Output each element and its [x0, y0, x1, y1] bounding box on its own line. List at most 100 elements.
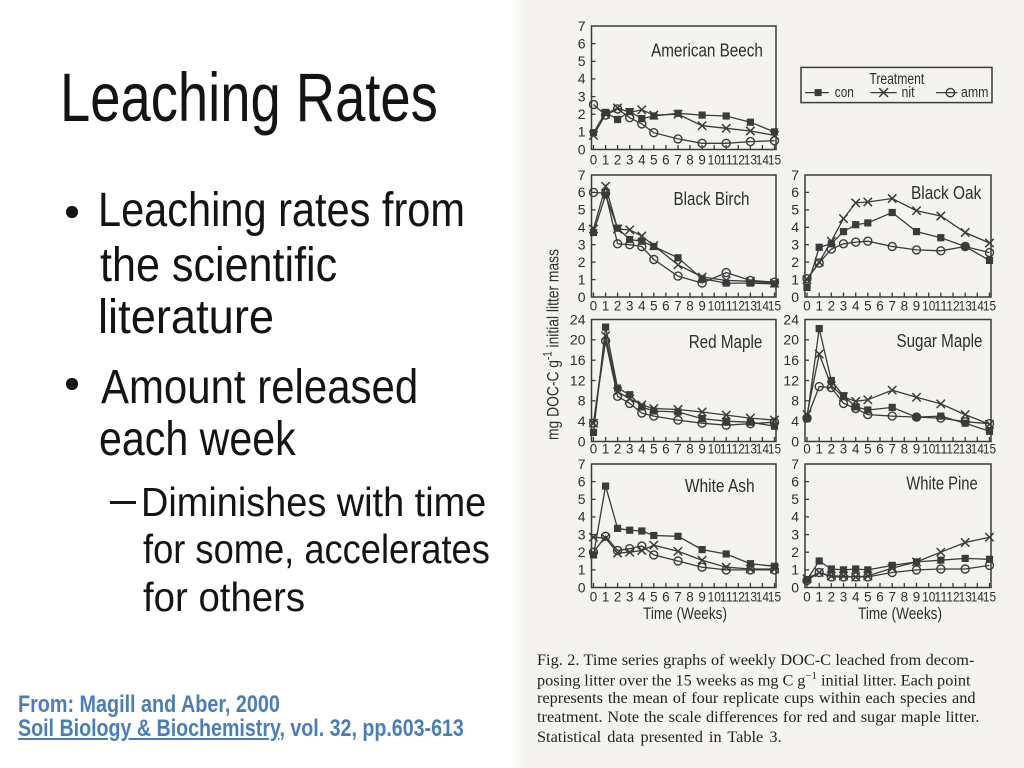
svg-text:11: 11: [720, 590, 733, 605]
svg-text:3: 3: [626, 299, 633, 314]
svg-text:10: 10: [922, 299, 935, 314]
svg-text:0: 0: [791, 289, 799, 305]
svg-text:4: 4: [638, 153, 646, 168]
svg-text:White Pine: White Pine: [906, 473, 977, 494]
svg-text:11: 11: [720, 299, 733, 314]
svg-text:7: 7: [674, 442, 681, 457]
svg-text:3: 3: [578, 88, 586, 104]
svg-text:0: 0: [590, 590, 597, 605]
svg-text:7: 7: [888, 442, 895, 457]
svg-text:7: 7: [578, 456, 586, 472]
svg-text:4: 4: [578, 413, 586, 429]
svg-text:9: 9: [698, 299, 705, 314]
svg-text:4: 4: [578, 219, 586, 235]
svg-text:amm: amm: [961, 84, 989, 101]
svg-text:12: 12: [946, 590, 959, 605]
svg-text:11: 11: [720, 442, 733, 457]
svg-text:3: 3: [840, 299, 847, 314]
svg-text:12: 12: [732, 299, 745, 314]
svg-text:1: 1: [815, 442, 822, 457]
svg-text:15: 15: [983, 299, 996, 314]
svg-text:15: 15: [983, 442, 996, 457]
svg-text:Time (Weeks): Time (Weeks): [858, 605, 942, 623]
svg-text:4: 4: [578, 71, 586, 87]
svg-text:7: 7: [791, 167, 799, 183]
svg-text:6: 6: [876, 590, 883, 605]
svg-text:7: 7: [674, 590, 681, 605]
svg-text:2: 2: [614, 442, 621, 457]
svg-text:8: 8: [686, 299, 693, 314]
svg-text:10: 10: [708, 442, 721, 457]
svg-text:0: 0: [578, 289, 586, 305]
svg-text:1: 1: [815, 590, 822, 605]
svg-text:1: 1: [602, 442, 609, 457]
svg-text:10: 10: [922, 590, 935, 605]
svg-text:8: 8: [901, 442, 908, 457]
svg-text:Treatment: Treatment: [869, 71, 924, 88]
svg-text:Black Birch: Black Birch: [674, 188, 750, 209]
svg-text:7: 7: [578, 167, 586, 183]
svg-text:1: 1: [602, 153, 609, 168]
svg-text:0: 0: [803, 442, 810, 457]
svg-text:11: 11: [934, 590, 947, 605]
svg-text:13: 13: [959, 590, 972, 605]
svg-text:12: 12: [732, 442, 745, 457]
svg-text:4: 4: [852, 299, 860, 314]
svg-text:12: 12: [946, 299, 959, 314]
svg-text:11: 11: [720, 153, 733, 168]
svg-text:3: 3: [626, 442, 633, 457]
svg-text:2: 2: [828, 299, 835, 314]
svg-text:nit: nit: [902, 84, 916, 101]
svg-text:5: 5: [864, 299, 871, 314]
svg-text:20: 20: [570, 332, 586, 348]
svg-text:Black Oak: Black Oak: [911, 182, 982, 203]
svg-text:2: 2: [578, 106, 586, 122]
svg-text:3: 3: [791, 526, 799, 542]
svg-text:16: 16: [570, 352, 586, 368]
svg-text:mg DOC-C g-1 initial litter ma: mg DOC-C g-1 initial litter mass: [541, 249, 563, 440]
svg-text:5: 5: [578, 491, 586, 507]
svg-text:5: 5: [578, 53, 586, 69]
svg-text:24: 24: [783, 311, 799, 327]
svg-text:9: 9: [698, 590, 705, 605]
svg-text:Sugar Maple: Sugar Maple: [897, 330, 983, 351]
svg-text:0: 0: [803, 590, 810, 605]
svg-text:13: 13: [744, 153, 757, 168]
svg-text:2: 2: [791, 254, 799, 270]
svg-text:0: 0: [590, 153, 597, 168]
svg-text:6: 6: [876, 442, 883, 457]
svg-text:5: 5: [650, 590, 657, 605]
svg-text:2: 2: [578, 544, 586, 560]
svg-text:5: 5: [650, 153, 657, 168]
svg-text:1: 1: [791, 562, 799, 578]
svg-text:4: 4: [638, 442, 646, 457]
svg-text:2: 2: [614, 590, 621, 605]
svg-text:4: 4: [852, 590, 860, 605]
svg-text:13: 13: [744, 442, 757, 457]
svg-text:15: 15: [768, 299, 781, 314]
svg-text:5: 5: [578, 202, 586, 218]
svg-text:13: 13: [744, 590, 757, 605]
svg-text:8: 8: [686, 153, 693, 168]
svg-text:10: 10: [922, 442, 935, 457]
svg-text:con: con: [835, 84, 854, 101]
svg-text:2: 2: [614, 299, 621, 314]
svg-text:13: 13: [744, 299, 757, 314]
svg-text:3: 3: [840, 442, 847, 457]
svg-text:10: 10: [708, 153, 721, 168]
svg-text:7: 7: [791, 456, 799, 472]
svg-text:14: 14: [756, 590, 770, 605]
svg-text:5: 5: [791, 202, 799, 218]
svg-text:14: 14: [971, 442, 985, 457]
svg-text:4: 4: [791, 219, 799, 235]
svg-text:12: 12: [946, 442, 959, 457]
svg-text:7: 7: [578, 18, 586, 34]
svg-text:Time (Weeks): Time (Weeks): [643, 605, 727, 623]
svg-text:5: 5: [650, 442, 657, 457]
svg-text:1: 1: [602, 590, 609, 605]
svg-text:1: 1: [578, 271, 586, 287]
svg-text:14: 14: [756, 299, 770, 314]
svg-text:15: 15: [768, 590, 781, 605]
svg-text:1: 1: [815, 299, 822, 314]
svg-text:13: 13: [959, 299, 972, 314]
